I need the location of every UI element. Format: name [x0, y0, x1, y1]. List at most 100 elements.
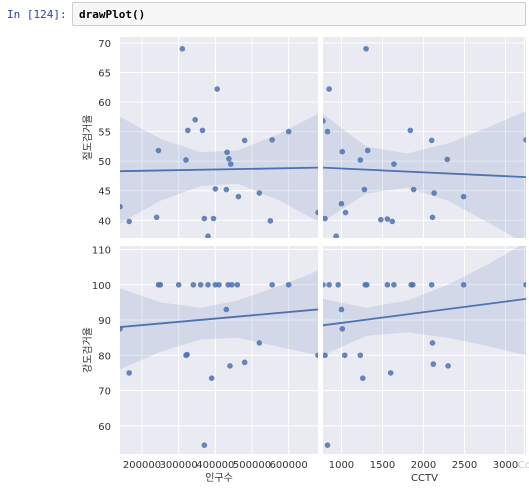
data-point [190, 281, 197, 288]
data-point [256, 190, 263, 196]
data-point [333, 233, 339, 238]
data-point [201, 442, 208, 448]
regression-line [323, 166, 526, 179]
data-point [227, 363, 233, 369]
y-tick-label: 60 [98, 422, 111, 433]
y-tick-label: 60 [98, 98, 111, 109]
x-tick-label: 1000 [329, 460, 354, 471]
data-point [445, 363, 451, 369]
y-axis-label: 강도검거율 [82, 327, 94, 373]
data-point [153, 214, 160, 221]
data-point [267, 218, 274, 224]
data-point [120, 203, 123, 210]
x-tick-label: 400000 [196, 460, 234, 471]
data-point [391, 281, 397, 288]
y-tick-label: 55 [98, 128, 111, 139]
panel-content [120, 46, 318, 238]
confidence-band [120, 270, 318, 370]
data-point [120, 326, 123, 332]
panel-bottom-right: 1000 1500 2000 2500 3000 Co CCTV [323, 246, 529, 484]
data-point [339, 326, 346, 332]
data-point [324, 128, 331, 135]
data-point [241, 359, 248, 366]
y-tick-label: 80 [98, 351, 111, 362]
data-point [410, 281, 416, 288]
x-tick-label: 2000 [411, 460, 436, 471]
x-tick-label: 600000 [270, 460, 308, 471]
data-point [269, 281, 275, 288]
data-point [256, 340, 263, 346]
data-point [234, 281, 241, 288]
data-point [428, 281, 435, 288]
regression-line [120, 308, 318, 328]
data-point [223, 306, 230, 313]
data-point [323, 281, 326, 288]
data-point [212, 186, 219, 192]
data-point [460, 193, 467, 200]
code-cell-input[interactable]: drawPlot() [72, 2, 526, 26]
data-point [378, 216, 384, 223]
y-tick-label: 40 [98, 216, 111, 227]
data-point [387, 370, 394, 376]
data-point [315, 352, 318, 359]
code-text[interactable]: drawPlot() [79, 8, 146, 21]
x-tick-label: 3000 [493, 460, 518, 471]
confidence-band [323, 246, 526, 356]
data-point [444, 156, 451, 163]
data-point [338, 306, 345, 313]
panel-content [323, 246, 526, 448]
data-point [184, 351, 190, 358]
cell-prompt: In [124]: [7, 8, 67, 21]
data-point [205, 281, 211, 288]
y-tick-label: 70 [98, 39, 111, 50]
data-point [324, 442, 331, 448]
data-point [208, 375, 215, 382]
data-point [428, 137, 435, 144]
data-point [201, 215, 208, 222]
data-point [227, 161, 234, 167]
data-point [175, 281, 182, 288]
data-point [364, 147, 371, 154]
panel-background [120, 37, 318, 238]
data-point [326, 281, 332, 288]
panel-background [120, 246, 318, 454]
data-point [241, 137, 248, 144]
data-point [192, 116, 198, 123]
x-tick-label: 500000 [233, 460, 271, 471]
data-point [157, 281, 164, 288]
data-point [391, 161, 397, 167]
x-tick-label: Co [518, 460, 529, 471]
panel-content [120, 270, 318, 448]
data-point [210, 215, 217, 222]
panel-top-right [323, 37, 526, 238]
x-axis-label: 인구수 [205, 472, 233, 484]
data-point [523, 137, 526, 143]
facet-grid-plot: 40455055606570절도검거율607080901001102000003… [81, 37, 529, 484]
data-point [197, 281, 204, 288]
data-point [335, 281, 341, 288]
data-point [430, 361, 437, 367]
y-tick-label: 110 [92, 246, 111, 257]
data-point [339, 148, 346, 155]
y-tick-label: 65 [98, 68, 111, 79]
data-point [155, 147, 162, 154]
data-point [323, 118, 326, 124]
panel-background [323, 37, 526, 238]
data-point [407, 127, 414, 134]
data-point [323, 352, 328, 359]
panel-content [323, 46, 526, 238]
y-tick-label: 50 [98, 157, 111, 168]
data-point [338, 200, 345, 207]
y-axis-label: 절도검거율 [81, 115, 94, 161]
data-point [205, 233, 211, 238]
data-point [226, 155, 232, 162]
panel-background [323, 246, 526, 454]
data-point [229, 281, 235, 288]
x-tick-label: 200000 [123, 460, 161, 471]
y-tick-label: 45 [98, 187, 111, 198]
data-point [361, 186, 368, 193]
data-point [183, 157, 189, 163]
data-point [363, 46, 369, 52]
data-point [126, 370, 132, 376]
panel-top-left: 40 45 50 55 60 65 70 절도검거율 [81, 37, 318, 238]
